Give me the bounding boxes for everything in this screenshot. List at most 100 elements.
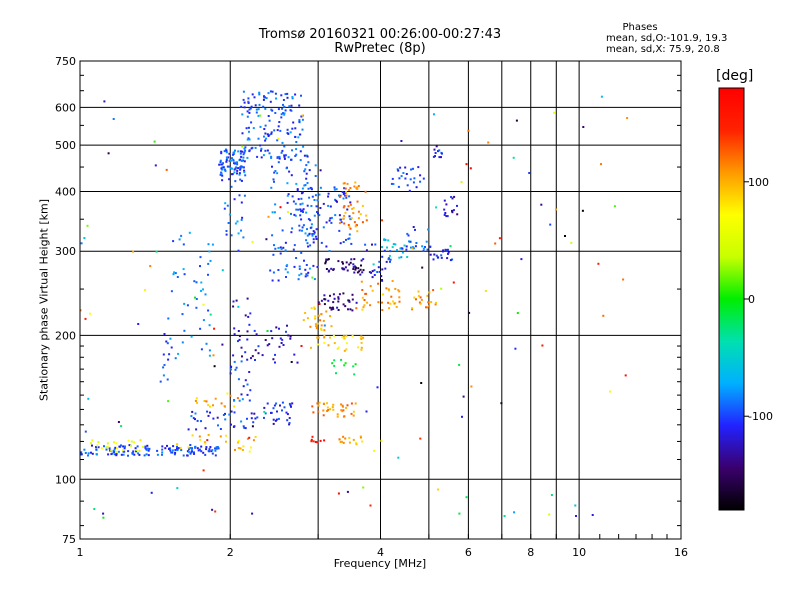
data-point bbox=[326, 406, 329, 409]
data-point bbox=[114, 453, 116, 456]
data-point bbox=[345, 261, 348, 264]
data-point bbox=[247, 315, 250, 318]
data-point bbox=[167, 358, 170, 361]
data-point bbox=[191, 447, 193, 450]
data-point bbox=[226, 157, 228, 160]
data-point bbox=[270, 132, 273, 135]
data-point bbox=[337, 300, 340, 303]
data-point bbox=[348, 215, 351, 218]
data-point bbox=[294, 214, 297, 217]
data-point bbox=[242, 159, 245, 162]
data-point bbox=[443, 199, 446, 202]
data-point bbox=[356, 200, 359, 203]
data-point bbox=[279, 252, 282, 255]
data-point bbox=[187, 450, 190, 453]
data-point bbox=[227, 222, 230, 224]
data-point bbox=[228, 213, 231, 216]
data-point bbox=[582, 126, 585, 128]
data-point bbox=[176, 487, 179, 490]
data-point bbox=[373, 269, 376, 272]
data-point bbox=[124, 445, 126, 448]
data-point bbox=[350, 402, 353, 405]
data-point bbox=[462, 395, 465, 398]
data-point bbox=[355, 307, 358, 310]
data-point bbox=[282, 99, 285, 101]
data-point bbox=[330, 308, 333, 311]
data-point bbox=[235, 161, 238, 164]
data-point bbox=[197, 449, 200, 452]
data-point bbox=[109, 449, 112, 452]
data-point bbox=[389, 302, 392, 305]
data-point bbox=[399, 166, 402, 169]
data-point bbox=[397, 169, 400, 172]
data-point bbox=[281, 409, 283, 412]
data-point bbox=[234, 368, 237, 371]
data-point bbox=[187, 428, 190, 431]
data-point bbox=[271, 234, 274, 237]
data-point bbox=[446, 215, 449, 218]
data-point bbox=[112, 118, 115, 120]
data-point bbox=[308, 232, 311, 235]
data-point bbox=[320, 324, 323, 327]
data-point bbox=[291, 195, 294, 198]
data-point bbox=[286, 201, 289, 204]
data-point bbox=[275, 402, 278, 405]
data-point bbox=[315, 327, 318, 330]
data-point bbox=[444, 212, 447, 214]
y-tick-label: 200 bbox=[55, 329, 76, 342]
data-point bbox=[242, 425, 245, 428]
data-point bbox=[315, 325, 318, 328]
data-point bbox=[205, 448, 208, 451]
data-point bbox=[174, 449, 177, 451]
data-point bbox=[338, 222, 341, 225]
data-point bbox=[443, 208, 446, 211]
x-tick-label: 2 bbox=[227, 546, 234, 559]
data-point bbox=[297, 198, 300, 201]
data-point bbox=[315, 228, 318, 231]
data-point bbox=[247, 137, 250, 140]
data-point bbox=[306, 317, 309, 320]
data-point bbox=[398, 256, 401, 259]
data-point bbox=[318, 214, 321, 217]
data-point bbox=[320, 241, 323, 244]
data-point bbox=[297, 136, 300, 139]
data-point bbox=[95, 448, 98, 451]
data-point bbox=[244, 174, 247, 177]
data-point bbox=[236, 163, 239, 166]
y-tick-label: 400 bbox=[55, 185, 76, 198]
data-point bbox=[327, 344, 330, 347]
data-point bbox=[346, 182, 349, 185]
data-point bbox=[362, 269, 365, 272]
data-point bbox=[215, 447, 218, 450]
data-point bbox=[411, 307, 414, 310]
data-point bbox=[298, 274, 301, 277]
data-point bbox=[446, 248, 449, 251]
data-point bbox=[97, 441, 100, 444]
data-point bbox=[516, 312, 519, 314]
data-point bbox=[327, 195, 330, 198]
data-point bbox=[194, 412, 197, 415]
data-point bbox=[541, 344, 544, 347]
data-point bbox=[345, 194, 348, 197]
data-point bbox=[389, 260, 391, 263]
data-point bbox=[268, 119, 271, 122]
data-point bbox=[433, 113, 435, 116]
data-point bbox=[410, 246, 412, 249]
data-point bbox=[465, 496, 468, 499]
data-point bbox=[217, 447, 220, 450]
data-point bbox=[241, 398, 244, 401]
data-point bbox=[253, 96, 256, 99]
data-point bbox=[245, 127, 248, 130]
data-point bbox=[113, 441, 115, 444]
data-point bbox=[91, 439, 94, 442]
data-point bbox=[408, 189, 411, 192]
data-point bbox=[286, 128, 289, 131]
data-point bbox=[329, 205, 332, 208]
data-point bbox=[287, 156, 290, 159]
data-point bbox=[349, 201, 352, 204]
data-point bbox=[166, 378, 169, 381]
data-point bbox=[237, 330, 240, 332]
data-point bbox=[102, 512, 105, 515]
data-point bbox=[426, 248, 429, 251]
